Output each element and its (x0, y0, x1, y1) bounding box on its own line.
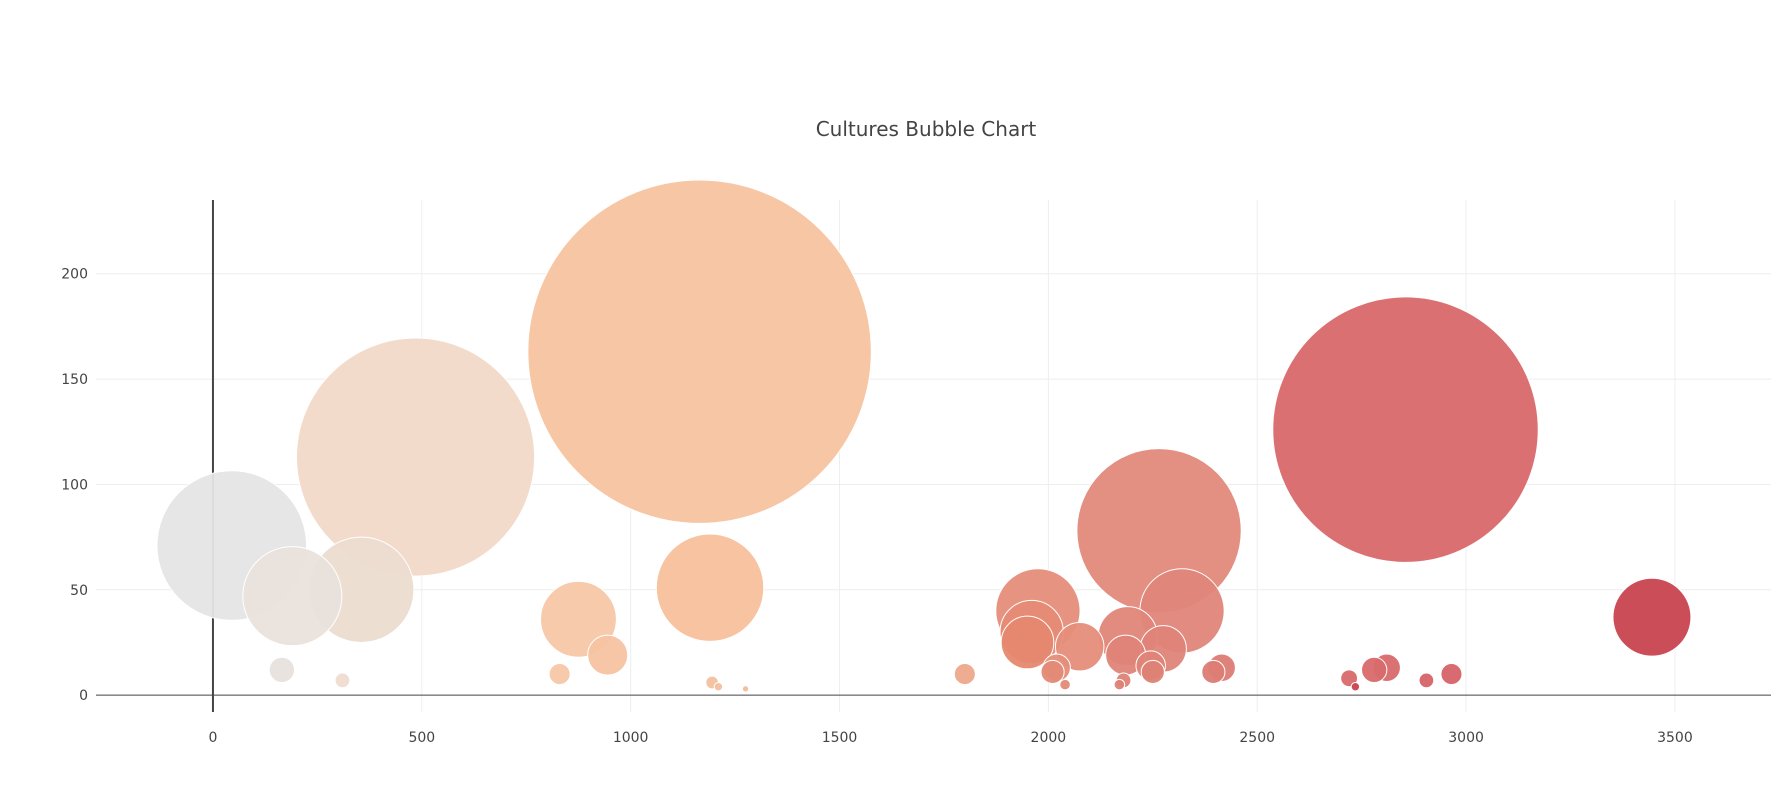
bubble-point[interactable] (1000, 615, 1055, 670)
x-tick-label: 2500 (1239, 730, 1275, 746)
bubble-point[interactable] (587, 634, 629, 676)
x-tick-label: 3000 (1448, 730, 1484, 746)
bubble-point[interactable] (1440, 663, 1463, 686)
y-tick-label: 0 (79, 688, 88, 704)
bubble-point[interactable] (1272, 296, 1539, 563)
bubble-point[interactable] (295, 337, 536, 577)
axes (96, 200, 1771, 712)
bubble-point[interactable] (1140, 659, 1165, 685)
bubble-point[interactable] (713, 682, 724, 692)
bubble-point[interactable] (741, 685, 750, 693)
bubble-point[interactable] (1361, 656, 1388, 684)
tick-labels: 0 500 1000 1500 2000 2500 3000 3500 0 50 100 150 200 (61, 267, 1692, 746)
bubble-point[interactable] (1040, 659, 1065, 685)
x-tick-label: 0 (208, 730, 217, 746)
bubble-point[interactable] (1350, 682, 1361, 692)
bubbles (156, 179, 1692, 693)
bubble-point[interactable] (1059, 678, 1071, 691)
bubble-point[interactable] (1113, 678, 1126, 691)
bubble-point[interactable] (1201, 659, 1226, 685)
bubble-point[interactable] (242, 546, 343, 647)
y-tick-label: 50 (70, 583, 88, 599)
bubble-point[interactable] (1418, 672, 1435, 689)
bubble-point[interactable] (953, 663, 976, 686)
x-tick-label: 2000 (1031, 730, 1067, 746)
y-tick-label: 150 (61, 372, 88, 388)
y-tick-label: 200 (61, 267, 88, 283)
x-tick-label: 3500 (1657, 730, 1693, 746)
bubble-point[interactable] (655, 533, 765, 642)
bubble-point[interactable] (548, 663, 571, 686)
chart-title: Cultures Bubble Chart (816, 117, 1037, 141)
y-tick-label: 100 (61, 477, 88, 493)
x-tick-label: 1000 (613, 730, 649, 746)
bubble-point[interactable] (268, 656, 296, 684)
bubble-point[interactable] (1612, 577, 1692, 657)
x-tick-label: 500 (408, 730, 435, 746)
bubble-point[interactable] (334, 672, 351, 689)
x-tick-label: 1500 (822, 730, 858, 746)
bubble-point[interactable] (527, 179, 872, 524)
